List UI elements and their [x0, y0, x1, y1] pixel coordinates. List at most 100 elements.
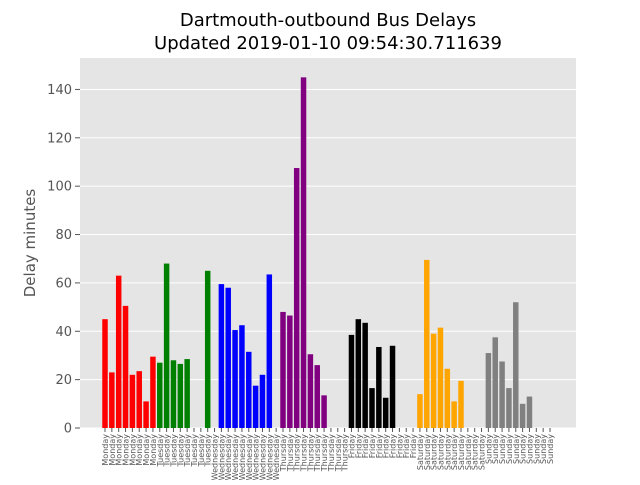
bar-saturday [424, 259, 430, 428]
bar-friday [376, 346, 382, 428]
bar-monday [102, 319, 108, 428]
x-tick-label: Monday [101, 434, 110, 466]
x-tick-label: Saturday [464, 434, 473, 470]
bar-wednesday [225, 287, 231, 428]
x-tick-label: Thursday [313, 434, 322, 472]
bar-wednesday [246, 351, 252, 428]
bar-sunday [492, 337, 498, 428]
bar-thursday [300, 77, 307, 428]
x-tick-label: Thursday [341, 434, 350, 472]
x-tick-label: Friday [375, 434, 384, 459]
x-tick-label: Sunday [532, 434, 541, 464]
bar-saturday [458, 380, 464, 428]
bar-wednesday [266, 274, 273, 428]
x-tick-label: Thursday [279, 434, 288, 472]
bar-sunday [526, 396, 533, 428]
x-tick-label: Saturday [471, 434, 480, 470]
bar-tuesday [170, 360, 177, 428]
bar-thursday [307, 354, 314, 428]
y-tick-label: 0 [64, 422, 72, 437]
y-tick-label: 20 [55, 373, 72, 388]
x-tick-label: Monday [149, 434, 158, 466]
x-tick-label: Sunday [498, 434, 507, 464]
x-tick-label: Sunday [512, 434, 521, 464]
x-tick-label: Wednesday [258, 434, 267, 480]
bar-monday [150, 356, 156, 428]
x-tick-label: Monday [108, 434, 117, 466]
bar-tuesday [204, 270, 211, 428]
y-tick-label: 120 [47, 131, 72, 146]
bar-tuesday [177, 363, 184, 428]
x-tick-label: Thursday [293, 434, 302, 472]
bar-saturday [437, 327, 444, 428]
bar-saturday [430, 333, 437, 428]
bar-friday [348, 334, 355, 428]
bar-saturday [417, 394, 423, 428]
x-tick-label: Thursday [327, 434, 336, 472]
bar-monday [109, 372, 115, 428]
x-tick-label: Tuesday [204, 434, 213, 468]
x-tick-label: Saturday [478, 434, 487, 470]
x-tick-label: Sunday [519, 434, 528, 464]
x-tick-label: Saturday [457, 434, 466, 470]
bar-sunday [519, 403, 526, 428]
bar-tuesday [157, 362, 163, 428]
x-tick-label: Sunday [525, 434, 534, 464]
x-tick-label: Wednesday [224, 434, 233, 480]
x-tick-label: Monday [115, 434, 124, 466]
bar-wednesday [259, 374, 266, 428]
x-tick-label: Friday [389, 434, 398, 459]
x-tick-label: Thursday [334, 434, 343, 472]
x-tick-label: Saturday [423, 434, 432, 470]
chart-title-line-2: Updated 2019-01-10 09:54:30.711639 [154, 33, 502, 54]
x-tick-label: Friday [395, 434, 404, 459]
x-tick-label: Saturday [450, 434, 459, 470]
x-tick-label: Sunday [491, 434, 500, 464]
x-tick-label: Wednesday [245, 434, 254, 480]
bar-thursday [293, 168, 300, 428]
x-tick-label: Monday [128, 434, 137, 466]
x-tick-label: Wednesday [272, 434, 281, 480]
x-tick-label: Tuesday [176, 434, 185, 468]
x-tick-label: Sunday [539, 434, 548, 464]
x-tick-label: Wednesday [238, 434, 247, 480]
x-tick-label: Wednesday [217, 434, 226, 480]
y-axis-label: Delay minutes [21, 189, 39, 298]
y-tick-label: 100 [47, 180, 72, 195]
bar-wednesday [252, 385, 259, 428]
gridlines [80, 88, 576, 429]
y-tick-label: 60 [55, 276, 72, 291]
bar-wednesday [232, 330, 238, 428]
bar-sunday [485, 353, 492, 428]
bar-wednesday [218, 284, 225, 428]
bar-friday [389, 345, 396, 428]
bar-tuesday [163, 263, 170, 428]
bar-thursday [287, 315, 293, 428]
bar-wednesday [239, 325, 245, 428]
x-tick-label: Monday [135, 434, 144, 466]
x-tick-label: Sunday [505, 434, 514, 464]
bar-sunday [499, 361, 505, 428]
x-tick-label: Tuesday [156, 434, 165, 468]
x-tick-label: Wednesday [252, 434, 261, 480]
bar-friday [369, 388, 375, 428]
x-tick-label: Sunday [484, 434, 493, 464]
x-tick-label: Friday [354, 434, 363, 459]
x-tick-label: Wednesday [265, 434, 274, 480]
x-tick-label: Tuesday [183, 434, 192, 468]
x-tick-label: Thursday [300, 434, 309, 472]
bar-monday [143, 401, 149, 428]
bar-saturday [444, 368, 451, 428]
x-tick-label: Thursday [306, 434, 315, 472]
x-tick-label: Monday [122, 434, 131, 466]
x-tick-label: Saturday [443, 434, 452, 470]
y-tick-label: 40 [55, 325, 72, 340]
x-tick-label: Wednesday [231, 434, 240, 480]
bar-friday [355, 319, 362, 428]
x-tick-label: Friday [409, 434, 418, 459]
bar-monday [129, 374, 136, 428]
bar-sunday [506, 388, 512, 428]
x-tick-label: Friday [347, 434, 356, 459]
